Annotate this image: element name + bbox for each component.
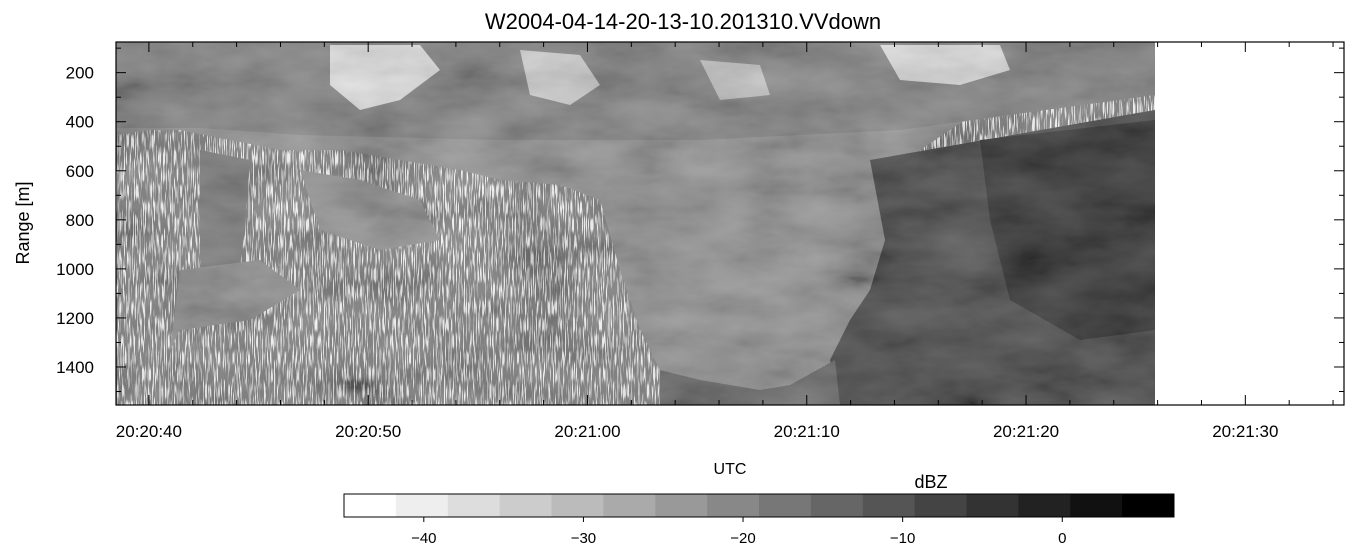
- x-tick-label: 20:20:50: [335, 422, 401, 441]
- x-tick-label: 20:21:20: [993, 422, 1059, 441]
- x-axis: 20:20:40 20:20:50 20:21:00 20:21:10 20:21:20…: [116, 42, 1334, 441]
- y-axis: 200 400 600 800 1000 1200 1400: [56, 47, 1344, 393]
- x-axis-label: UTC: [714, 461, 747, 478]
- y-tick-label: 1000: [56, 260, 94, 279]
- colorbar-segment: [603, 494, 656, 517]
- colorbar-segment: [810, 494, 864, 517]
- y-tick-label: 1400: [56, 358, 94, 377]
- colorbar-segment: [499, 494, 552, 517]
- colorbar-segment: [914, 494, 967, 517]
- colorbar: −40 −30 −20 −10 0: [343, 493, 1175, 546]
- chart-title: W2004-04-14-20-13-10.201310.VVdown: [485, 9, 881, 34]
- colorbar-segment: [966, 494, 1019, 517]
- colorbar-segment: [862, 494, 916, 517]
- colorbar-segment: [707, 494, 760, 517]
- y-tick-label: 1200: [56, 309, 94, 328]
- colorbar-tick-label: −10: [890, 530, 915, 546]
- colorbar-segment: [655, 494, 708, 517]
- colorbar-tick-label: −30: [571, 530, 596, 546]
- colorbar-segment: [447, 494, 501, 517]
- y-tick-label: 400: [66, 113, 94, 132]
- colorbar-segment: [1122, 494, 1175, 517]
- colorbar-label: dBZ: [914, 472, 947, 492]
- colorbar-segment: [551, 494, 604, 517]
- y-tick-label: 800: [66, 211, 94, 230]
- y-axis-label: Range [m]: [13, 181, 33, 264]
- plot-frame: [115, 41, 1345, 406]
- heatmap-image: [116, 42, 1155, 405]
- colorbar-tick-label: −20: [730, 530, 755, 546]
- colorbar-frame: [343, 493, 1175, 518]
- y-tick-label: 600: [66, 162, 94, 181]
- x-tick-label: 20:21:00: [554, 422, 620, 441]
- colorbar-tick-label: 0: [1058, 530, 1066, 546]
- colorbar-segment: [344, 494, 397, 517]
- x-tick-label: 20:21:30: [1212, 422, 1278, 441]
- x-tick-label: 20:21:10: [774, 422, 840, 441]
- colorbar-segment: [395, 494, 449, 517]
- colorbar-segment: [1070, 494, 1123, 517]
- y-tick-label: 200: [66, 64, 94, 83]
- colorbar-segment: [1018, 494, 1071, 517]
- x-tick-label: 20:20:40: [116, 422, 182, 441]
- colorbar-tick-label: −40: [411, 530, 436, 546]
- colorbar-segment: [759, 494, 812, 517]
